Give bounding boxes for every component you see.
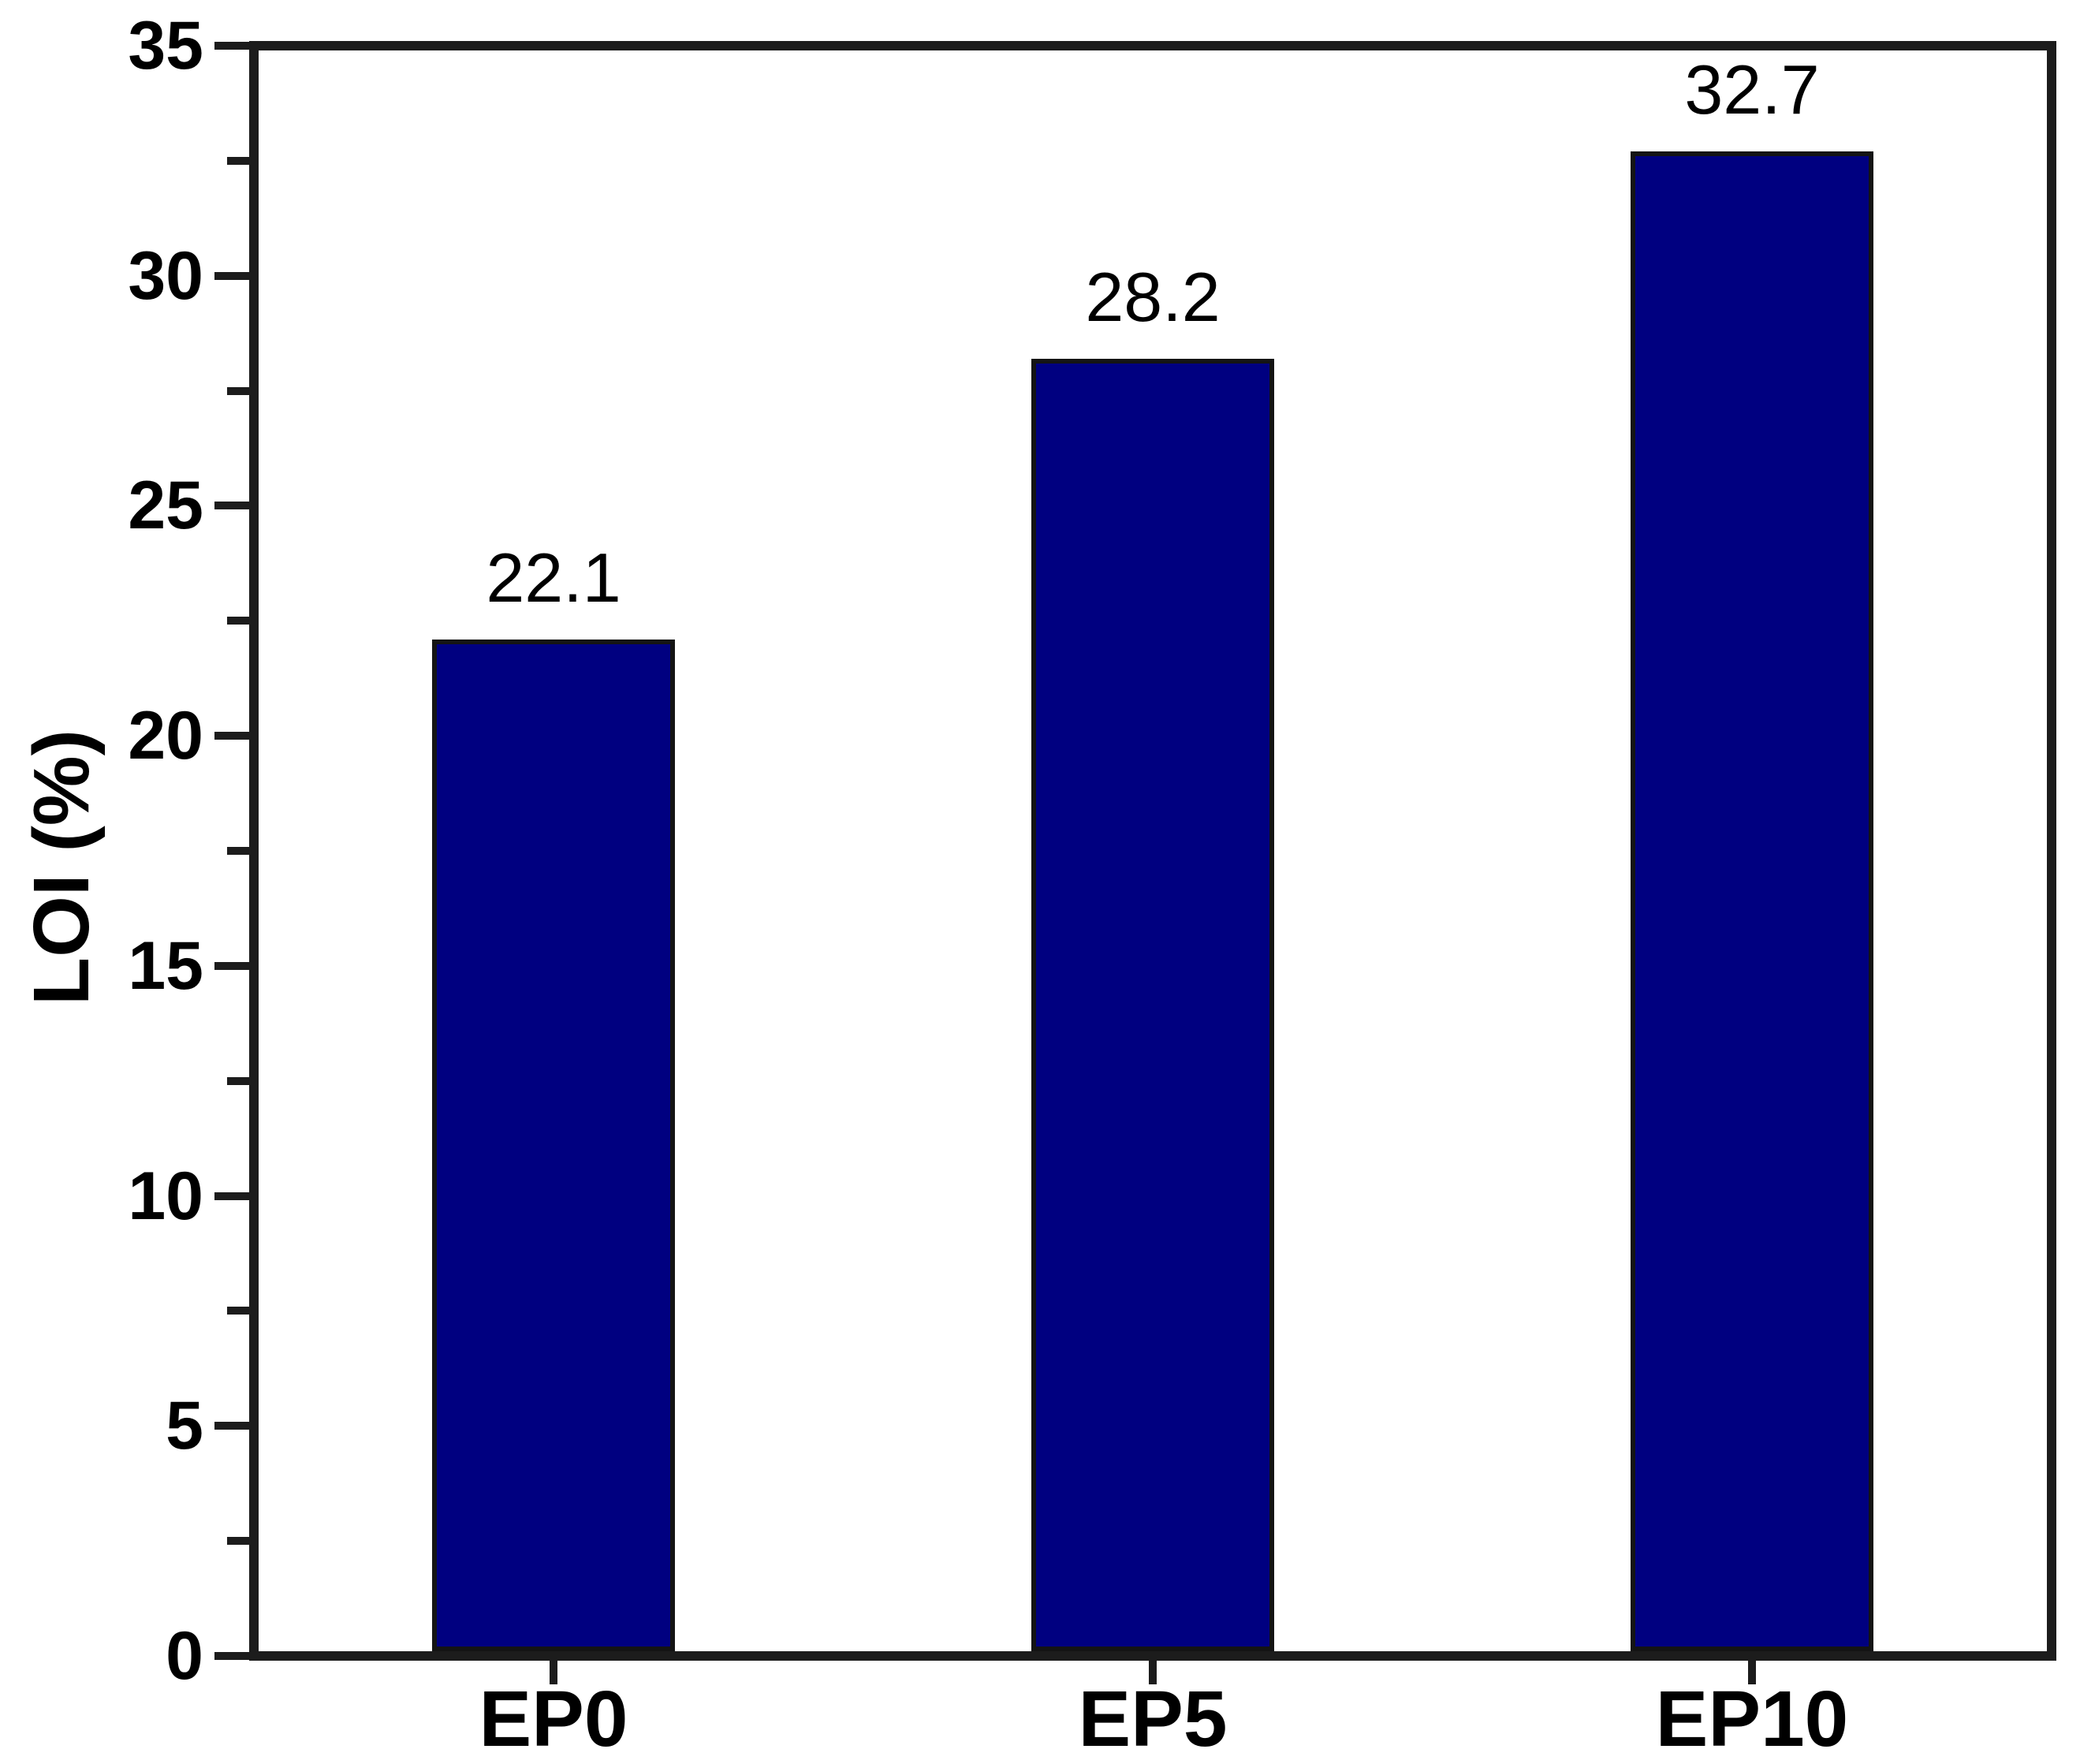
y-axis-minor-tick xyxy=(227,386,249,395)
y-axis-minor-tick xyxy=(227,156,249,165)
y-tick-label: 25 xyxy=(128,468,203,544)
y-tick-label: 35 xyxy=(128,8,203,84)
y-tick-label: 30 xyxy=(128,237,203,314)
bar-EP10 xyxy=(1631,151,1873,1651)
y-axis-minor-tick xyxy=(227,1537,249,1546)
y-tick-label: 5 xyxy=(166,1388,203,1464)
y-tick-label: 20 xyxy=(128,698,203,774)
y-axis-minor-tick xyxy=(227,847,249,855)
bar-value-label: 32.7 xyxy=(1684,50,1820,129)
y-axis-minor-tick xyxy=(227,617,249,625)
y-axis-major-tick xyxy=(214,732,249,740)
plot-area xyxy=(249,41,2056,1661)
bar-EP0 xyxy=(432,639,675,1651)
bar-value-label: 28.2 xyxy=(1085,257,1221,336)
y-tick-label: 0 xyxy=(166,1618,203,1694)
x-axis-tick xyxy=(1149,1661,1157,1684)
y-axis-major-tick xyxy=(214,1192,249,1200)
x-tick-label-EP10: EP10 xyxy=(1655,1675,1849,1763)
y-axis-major-tick xyxy=(214,961,249,970)
y-axis-major-tick xyxy=(214,1652,249,1660)
y-axis-major-tick xyxy=(214,502,249,510)
y-tick-label: 10 xyxy=(128,1158,203,1234)
y-axis-major-tick xyxy=(214,1422,249,1430)
y-axis-minor-tick xyxy=(227,1307,249,1315)
bar-value-label: 22.1 xyxy=(486,538,621,617)
x-axis-tick xyxy=(550,1661,557,1684)
x-tick-label-EP5: EP5 xyxy=(1078,1675,1228,1763)
x-tick-label-EP0: EP0 xyxy=(479,1675,628,1763)
y-tick-label: 15 xyxy=(128,927,203,1004)
y-axis-major-tick xyxy=(214,42,249,50)
x-axis-tick xyxy=(1748,1661,1756,1684)
bar-EP5 xyxy=(1031,358,1274,1651)
y-axis-major-tick xyxy=(214,271,249,280)
y-axis-minor-tick xyxy=(227,1076,249,1085)
